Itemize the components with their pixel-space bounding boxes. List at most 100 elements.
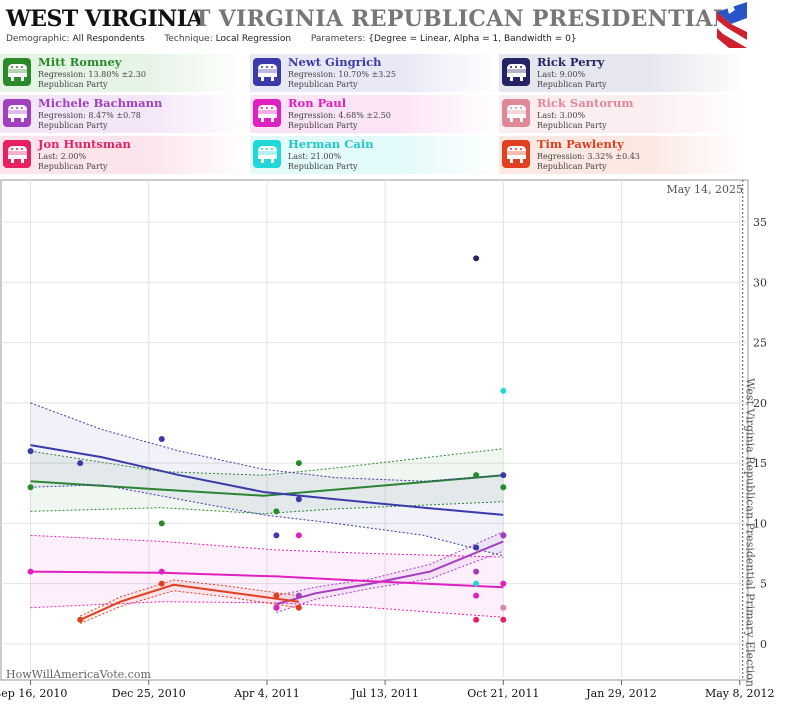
- legend-entry: Ron Paul Regression: 4.68% ±2.50 Republica…: [250, 95, 498, 133]
- poll-point: [273, 604, 280, 611]
- candidate-stat: Last: 9.00%: [537, 70, 586, 79]
- title-state: WEST VIRGINIA: [6, 6, 204, 32]
- poll-point: [500, 532, 507, 539]
- parameters-value: {Degree = Linear, Alpha = 1, Bandwidth =…: [368, 34, 577, 44]
- poll-point: [473, 544, 480, 551]
- candidate-stat: Last: 21.00%: [288, 152, 342, 161]
- confidence-band: [80, 580, 299, 624]
- x-tick-label: Jul 13, 2011: [350, 687, 419, 700]
- election-label: West Virginia Republican Presidential Pr…: [744, 378, 757, 687]
- y-tick-label: 25: [753, 337, 767, 350]
- lower-bound-line: [80, 590, 299, 624]
- poll-point: [473, 592, 480, 599]
- elephant-icon: [253, 99, 281, 127]
- upper-bound-line: [30, 448, 504, 476]
- lower-bound-line: [30, 501, 504, 515]
- trend-line: [30, 444, 504, 516]
- legend-entry: Herman Cain Last: 21.00% Republican Party: [250, 136, 498, 174]
- poll-point: [273, 532, 280, 539]
- y-tick-label: 35: [753, 216, 767, 229]
- legend-entry: Jon Huntsman Last: 2.00% Republican Party: [0, 136, 248, 174]
- poll-point: [500, 472, 507, 479]
- poll-point: [500, 604, 507, 611]
- candidate-stat: Regression: 13.80% ±2.30: [38, 70, 146, 79]
- trend-line: [276, 540, 504, 606]
- candidate-party: Republican Party: [38, 121, 108, 130]
- poll-point: [77, 616, 84, 623]
- poll-point: [295, 460, 302, 467]
- candidate-name: Michele Bachmann: [38, 96, 163, 110]
- poll-point: [27, 568, 34, 575]
- x-tick-label: Dec 25, 2010: [112, 687, 186, 700]
- poll-point: [473, 568, 480, 575]
- y-tick-label: 15: [753, 457, 767, 470]
- trend-line: [30, 474, 504, 497]
- x-tick-label: May 8, 2012: [705, 687, 775, 700]
- legend-entry: Michele Bachmann Regression: 8.47% ±0.78 R…: [0, 95, 248, 133]
- candidate-name: Jon Huntsman: [38, 137, 131, 151]
- poll-point: [500, 484, 507, 491]
- legend-entry: Rick Perry Last: 9.00% Republican Party: [499, 54, 747, 92]
- elephant-icon: [3, 99, 31, 127]
- poll-point: [158, 568, 165, 575]
- poll-point: [295, 532, 302, 539]
- x-tick-label: Sep 16, 2010: [0, 687, 67, 700]
- header: WEST VIRGINIA T VIRGINIA REPUBLICAN PRES…: [0, 0, 789, 50]
- candidate-name: Tim Pawlenty: [537, 137, 624, 151]
- candidate-stat: Last: 2.00%: [38, 152, 87, 161]
- candidate-name: Rick Perry: [537, 55, 605, 69]
- elephant-icon: [253, 140, 281, 168]
- x-tick-label: Apr 4, 2011: [233, 687, 300, 700]
- poll-point: [500, 387, 507, 394]
- candidate-party: Republican Party: [288, 162, 358, 171]
- candidate-name: Herman Cain: [288, 137, 374, 151]
- trend-line: [30, 570, 504, 589]
- elephant-icon: [3, 58, 31, 86]
- candidate-stat: Regression: 8.47% ±0.78: [38, 111, 141, 120]
- confidence-band: [30, 448, 504, 514]
- candidate-name: Ron Paul: [288, 96, 347, 110]
- current-date-label: May 14, 2025: [666, 183, 743, 196]
- poll-point: [473, 580, 480, 587]
- title-race: T VIRGINIA REPUBLICAN PRESIDENTIAL PRIMA: [194, 6, 734, 32]
- candidate-name: Rick Santorum: [537, 96, 634, 110]
- y-tick-label: 20: [753, 397, 767, 410]
- y-tick-label: 10: [753, 517, 767, 530]
- poll-point: [295, 496, 302, 503]
- legend-entry: Mitt Romney Regression: 13.80% ±2.30 Repub…: [0, 54, 248, 92]
- technique-key: Technique:: [164, 34, 213, 44]
- candidate-party: Republican Party: [288, 121, 358, 130]
- candidate-stat: Regression: 10.70% ±3.25: [288, 70, 396, 79]
- poll-point: [27, 484, 34, 491]
- poll-point: [273, 508, 280, 515]
- legend-entry: Tim Pawlenty Regression: 3.32% ±0.43 Repub…: [499, 136, 747, 174]
- confidence-band: [276, 531, 504, 613]
- poll-point: [500, 580, 507, 587]
- candidate-party: Republican Party: [38, 80, 108, 89]
- y-tick-label: 0: [760, 638, 767, 651]
- poll-point: [27, 448, 34, 455]
- parameters-key: Parameters:: [310, 34, 366, 44]
- candidate-name: Mitt Romney: [38, 55, 122, 69]
- candidate-party: Republican Party: [537, 162, 607, 171]
- poll-chart: 0 5 10 15 20 25 30 35 Sep 16, 2010 Dec 25, 2010 Ap…: [0, 179, 775, 700]
- legend-entry: Newt Gingrich Regression: 10.70% ±3.25 Rep…: [250, 54, 498, 92]
- poll-point: [273, 592, 280, 599]
- lower-bound-line: [30, 601, 504, 618]
- y-tick-label: 30: [753, 276, 767, 289]
- flag-logo-icon: [717, 2, 747, 48]
- candidate-legend: Mitt Romney Regression: 13.80% ±2.30 Repub…: [0, 54, 760, 176]
- poll-point: [77, 460, 84, 467]
- elephant-icon: [502, 140, 530, 168]
- demographic-value: All Respondents: [72, 34, 145, 44]
- elephant-icon: [502, 99, 530, 127]
- demographic-key: Demographic:: [6, 34, 70, 44]
- poll-point: [295, 604, 302, 611]
- trend-line: [79, 583, 300, 621]
- poll-point: [158, 520, 165, 527]
- poll-point: [473, 255, 480, 262]
- x-tick-label: Oct 21, 2011: [467, 687, 539, 700]
- candidate-stat: Last: 3.00%: [537, 111, 586, 120]
- upper-bound-line: [79, 579, 299, 617]
- poll-point: [473, 472, 480, 479]
